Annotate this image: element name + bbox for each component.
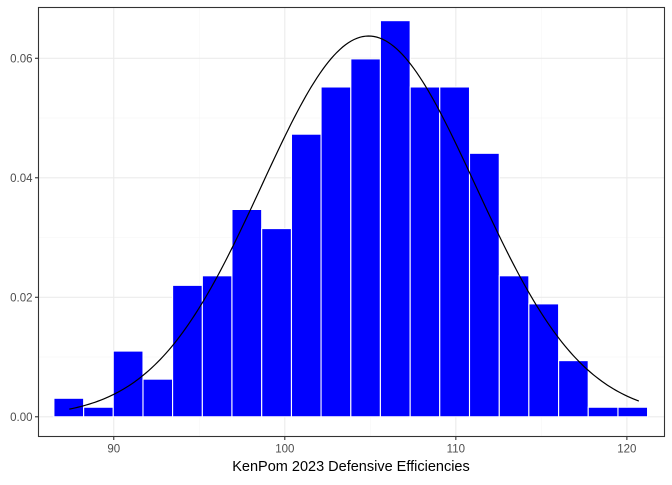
y-tick-label: 0.02: [10, 292, 32, 304]
histogram-bar: [379, 20, 411, 418]
x-tick-label: 120: [617, 444, 636, 456]
histogram-bar: [587, 406, 619, 418]
histogram-bar: [231, 208, 263, 418]
histogram-bar: [112, 350, 144, 418]
histogram-bar: [617, 406, 649, 418]
x-tick-label: 90: [107, 444, 120, 456]
y-tick-label: 0.06: [10, 53, 32, 65]
histogram-bar: [498, 275, 530, 418]
histogram-bar: [409, 86, 441, 418]
x-axis-title: KenPom 2023 Defensive Efficiencies: [232, 459, 470, 475]
x-axis-ticks: 90 100 110 120: [107, 436, 636, 456]
y-tick-label: 0.00: [10, 412, 32, 424]
histogram-bar: [83, 406, 114, 418]
histogram-bar: [468, 152, 500, 418]
histogram-bar: [290, 133, 322, 418]
normal-density-curve: [69, 35, 640, 410]
density-curve-layer: [69, 35, 640, 410]
histogram-bars: [53, 20, 649, 418]
panel-border: [37, 6, 666, 438]
histogram-bar: [528, 303, 560, 418]
x-tick-label: 110: [447, 444, 465, 456]
histogram-bar: [320, 86, 352, 418]
histogram-bar: [439, 86, 471, 418]
histogram-bar: [558, 360, 589, 418]
histogram-bar: [261, 228, 293, 418]
histogram-bar: [201, 275, 233, 418]
y-axis-ticks: 0.00 0.02 0.04 0.06: [10, 53, 39, 424]
histogram-bar: [142, 378, 174, 418]
histogram-bar: [350, 58, 381, 418]
x-tick-label: 100: [275, 444, 294, 456]
y-tick-label: 0.04: [10, 173, 33, 185]
histogram-bar: [172, 284, 203, 418]
